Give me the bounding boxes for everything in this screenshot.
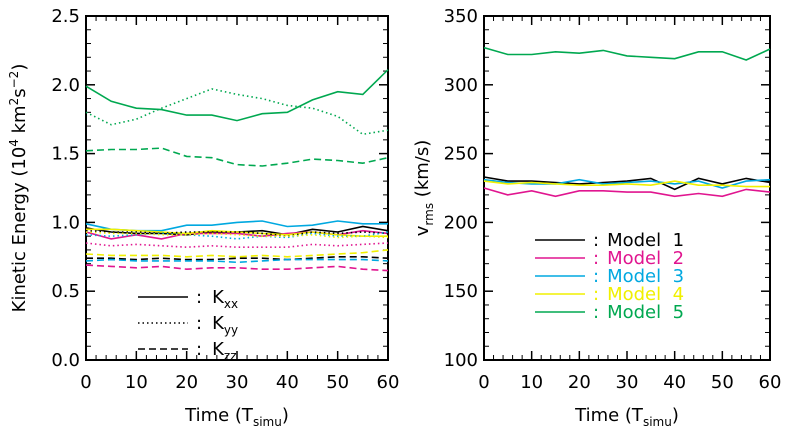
right-y-axis-label: vrms (km/s): [412, 140, 436, 237]
left-x-axis-label: Time (Tsimu): [184, 405, 289, 429]
legend-label: : Model 3: [593, 266, 684, 287]
series-line-14: [85, 147, 389, 167]
left-legend: : Kxx: Kyy: Kzz: [138, 287, 238, 363]
x-tick-label: 30: [616, 372, 639, 393]
left-y-axis-label: Kinetic Energy (104 km2s−2): [7, 64, 30, 313]
right-data-lines: [483, 46, 771, 198]
left-axis-ticks: 0 10 20 30 40 50 60 0.0 0.5 1.0 1.5 2.0 2.5: [51, 6, 399, 393]
x-tick-label: 0: [478, 372, 489, 393]
series-line-2: [483, 178, 771, 189]
series-line-2: [85, 220, 388, 232]
legend-label: : Kzz: [196, 339, 237, 363]
x-tick-label: 20: [175, 372, 198, 393]
x-tick-label: 50: [326, 372, 349, 393]
x-tick-label: 20: [568, 372, 591, 393]
y-tick-label: 300: [444, 75, 478, 96]
y-tick-label: 0.0: [51, 350, 80, 371]
legend-label: : Kyy: [196, 313, 238, 337]
series-line-7: [85, 231, 389, 240]
x-tick-label: 30: [226, 372, 249, 393]
x-tick-label: 40: [663, 372, 686, 393]
series-line-3: [86, 228, 388, 237]
x-tick-label: 60: [377, 372, 400, 393]
x-tick-label: 10: [125, 372, 148, 393]
series-line-5: [85, 229, 389, 238]
series-line-4: [85, 69, 389, 122]
series-line-13: [85, 249, 389, 258]
y-tick-label: 100: [444, 350, 478, 371]
y-tick-label: 1.0: [51, 212, 80, 233]
series-line-1: [483, 187, 771, 198]
x-tick-label: 40: [276, 372, 299, 393]
y-tick-label: 150: [444, 281, 478, 302]
legend-label: : Model 4: [593, 284, 684, 305]
x-tick-label: 10: [520, 372, 543, 393]
x-tick-label: 0: [80, 372, 91, 393]
series-line-9: [85, 88, 389, 136]
series-line-12: [85, 258, 389, 264]
x-tick-label: 50: [711, 372, 734, 393]
right-axis-ticks: 0 10 20 30 40 50 60 100 150 200 250 300 350: [444, 6, 782, 393]
y-tick-label: 200: [444, 212, 478, 233]
right-x-axis-label: Time (Tsimu): [574, 405, 679, 429]
legend-label: : Kxx: [196, 287, 238, 311]
y-tick-label: 2.0: [51, 75, 80, 96]
series-line-11: [85, 264, 389, 272]
series-line-0: [483, 176, 771, 191]
right-legend: : Model 1: Model 2: Model 3: Model 4: Model 5: [535, 230, 684, 323]
vrms-panel: 0 10 20 30 40 50 60 100 150 200 250 300 350 : Model 1…: [412, 6, 781, 429]
series-line-10: [86, 255, 389, 261]
y-tick-label: 0.5: [51, 281, 80, 302]
legend-label: : Model 5: [593, 302, 684, 323]
y-tick-label: 2.5: [51, 6, 80, 27]
legend-label: : Model 1: [593, 230, 684, 251]
kinetic-energy-panel: 0 10 20 30 40 50 60 0.0 0.5 1.0 1.5 2.0 2.5 : Kxx: Kyy…: [7, 6, 399, 429]
y-tick-label: 1.5: [51, 144, 80, 165]
series-line-3: [483, 180, 770, 188]
left-data-lines: [85, 69, 389, 272]
legend-label: : Model 2: [593, 248, 684, 269]
y-tick-label: 250: [444, 144, 478, 165]
y-tick-label: 350: [444, 6, 478, 27]
series-line-6: [85, 242, 389, 249]
x-tick-label: 60: [759, 372, 782, 393]
series-line-4: [483, 46, 771, 61]
series-line-8: [85, 231, 389, 239]
